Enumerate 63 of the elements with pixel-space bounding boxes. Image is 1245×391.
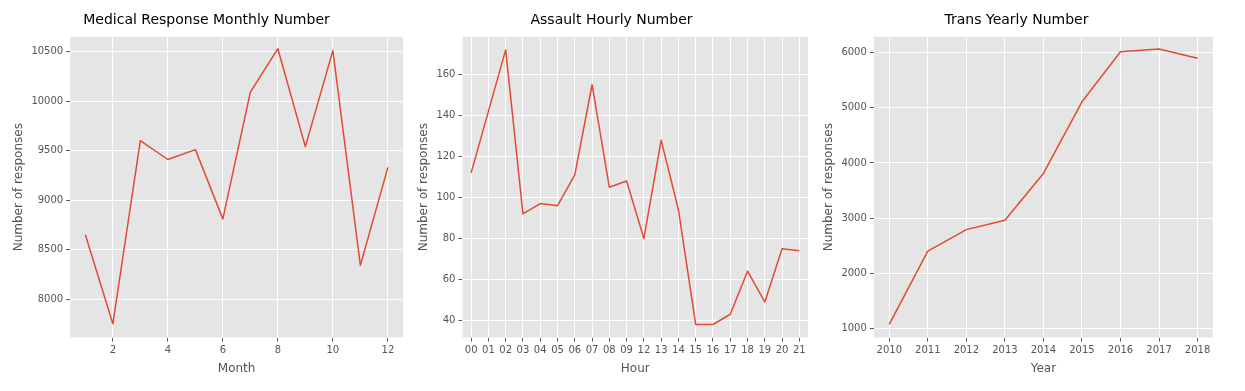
x-tick-label: 13 — [654, 344, 668, 356]
y-tick-label: 60 — [442, 273, 456, 284]
y-axis-title: Number of responses — [821, 123, 836, 252]
x-tick-label: 2012 — [953, 344, 980, 356]
x-tick-label: 2015 — [1069, 344, 1095, 356]
chart-title: Trans Yearly Number — [943, 11, 1089, 28]
x-tick-label: 2 — [109, 344, 117, 356]
x-tick-label: 05 — [551, 344, 564, 356]
y-tick-label: 80 — [442, 232, 456, 244]
y-tick-label: 1000 — [841, 321, 867, 333]
x-tick-label: 08 — [602, 344, 616, 356]
x-tick-label: 16 — [706, 344, 720, 356]
y-tick-label: 4000 — [841, 156, 867, 168]
x-axis-title: Hour — [620, 360, 650, 375]
x-tick-label: 2013 — [992, 344, 1018, 356]
y-tick-label: 140 — [436, 109, 456, 121]
x-tick-label: 18 — [741, 344, 754, 356]
chart-title: Medical Response Monthly Number — [83, 11, 330, 28]
y-tick-label: 40 — [442, 313, 456, 325]
y-tick-label: 10000 — [31, 94, 64, 106]
x-axis-title: Month — [217, 360, 256, 375]
y-tick-label: 100 — [436, 191, 456, 203]
y-tick-label: 10500 — [31, 45, 64, 57]
x-tick-label: 14 — [672, 344, 685, 356]
x-tick-label: 07 — [585, 344, 599, 356]
x-tick-label: 21 — [792, 344, 806, 356]
x-tick-label: 04 — [533, 344, 547, 356]
y-tick-label: 3000 — [841, 211, 867, 223]
x-tick-label: 2011 — [915, 344, 941, 356]
x-tick-label: 2017 — [1146, 344, 1172, 356]
x-tick-label: 12 — [637, 344, 651, 356]
y-tick-label: 8000 — [37, 292, 64, 304]
x-tick-label: 2016 — [1107, 344, 1134, 356]
x-tick-label: 2018 — [1184, 344, 1211, 356]
y-tick-label: 160 — [436, 68, 456, 80]
y-tick-label: 2000 — [841, 266, 867, 278]
x-tick-label: 2010 — [876, 344, 902, 356]
x-tick-label: 17 — [723, 344, 737, 356]
x-tick-label: 03 — [516, 344, 530, 356]
y-tick-label: 9500 — [37, 144, 64, 156]
x-tick-label: 12 — [381, 344, 395, 356]
x-tick-label: 4 — [164, 344, 172, 356]
y-axis-title: Number of responses — [416, 123, 431, 252]
x-tick-label: 02 — [499, 344, 513, 356]
y-tick-label: 8500 — [37, 243, 64, 255]
chart-title: Assault Hourly Number — [530, 11, 693, 28]
x-tick-label: 2014 — [1030, 344, 1057, 356]
x-axis-title: Year — [1029, 360, 1057, 375]
y-tick-label: 6000 — [841, 46, 867, 58]
x-tick-label: 19 — [758, 344, 772, 356]
x-tick-label: 01 — [482, 344, 495, 356]
y-axis-title: Number of responses — [11, 123, 26, 252]
y-tick-label: 5000 — [841, 101, 867, 113]
x-tick-label: 8 — [274, 344, 282, 356]
x-tick-label: 20 — [775, 344, 789, 356]
x-tick-label: 06 — [568, 344, 582, 356]
x-tick-label: 10 — [326, 344, 340, 356]
x-tick-label: 15 — [689, 344, 703, 356]
y-tick-label: 9000 — [37, 193, 64, 205]
x-tick-label: 09 — [620, 344, 633, 356]
x-tick-label: 6 — [219, 344, 227, 356]
y-tick-label: 120 — [436, 150, 456, 162]
x-tick-label: 00 — [464, 344, 478, 356]
